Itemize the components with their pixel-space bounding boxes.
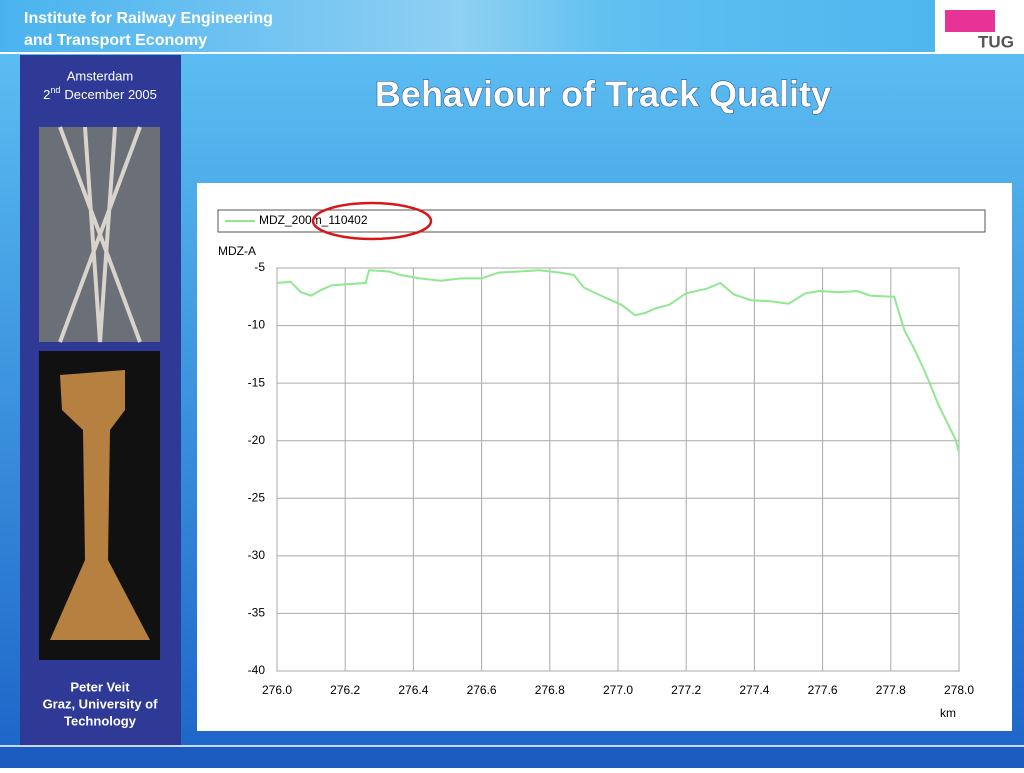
- x-tick-label: 277.8: [876, 683, 906, 697]
- x-tick-label: 276.6: [467, 683, 497, 697]
- date-day: 2: [43, 87, 50, 102]
- institute-line: and Transport Economy: [24, 32, 207, 49]
- rail-profile: [50, 370, 150, 640]
- y-tick-label: -40: [248, 663, 266, 677]
- date-rest: December 2005: [64, 87, 157, 102]
- y-tick-label: -25: [248, 490, 266, 504]
- x-axis-label: km: [940, 706, 956, 720]
- x-tick-label: 277.4: [739, 683, 769, 697]
- legend: [217, 209, 986, 233]
- author: Technology: [64, 713, 137, 728]
- data-line: [276, 269, 960, 453]
- x-tick-label: 277.2: [671, 683, 701, 697]
- x-tick-label: 276.8: [535, 683, 565, 697]
- x-tick-label: 277.6: [808, 683, 838, 697]
- chart-panel: [197, 183, 1012, 731]
- footer-band: [0, 747, 1024, 768]
- header-band: [0, 0, 1024, 52]
- date: 2nd December 2005: [43, 85, 157, 102]
- y-tick-label: -30: [248, 548, 266, 562]
- place: Amsterdam: [67, 68, 133, 83]
- y-tick-label: -20: [248, 433, 266, 447]
- x-tick-label: 276.0: [262, 683, 292, 697]
- track-photo-rails: [58, 126, 142, 343]
- logo-text: TUG: [978, 32, 1014, 51]
- y-tick-label: -15: [248, 375, 266, 389]
- y-tick-label: -10: [248, 318, 266, 332]
- logo-mark: [945, 10, 995, 32]
- x-tick-label: 276.2: [330, 683, 360, 697]
- x-tick-label: 276.4: [398, 683, 428, 697]
- author: Peter Veit: [70, 679, 130, 694]
- slide-title: Behaviour of Track Quality: [375, 74, 831, 115]
- x-tick-label: 277.0: [603, 683, 633, 697]
- y-axis-label: MDZ-A: [218, 244, 256, 258]
- author: Graz, University of: [43, 696, 159, 711]
- date-suffix: nd: [50, 85, 60, 95]
- highlight-circle: [311, 201, 433, 241]
- y-tick-label: -35: [248, 606, 266, 620]
- institute-line: Institute for Railway Engineering: [24, 10, 273, 27]
- x-tick-label: 278.0: [944, 683, 974, 697]
- y-tick-label: -5: [254, 260, 265, 274]
